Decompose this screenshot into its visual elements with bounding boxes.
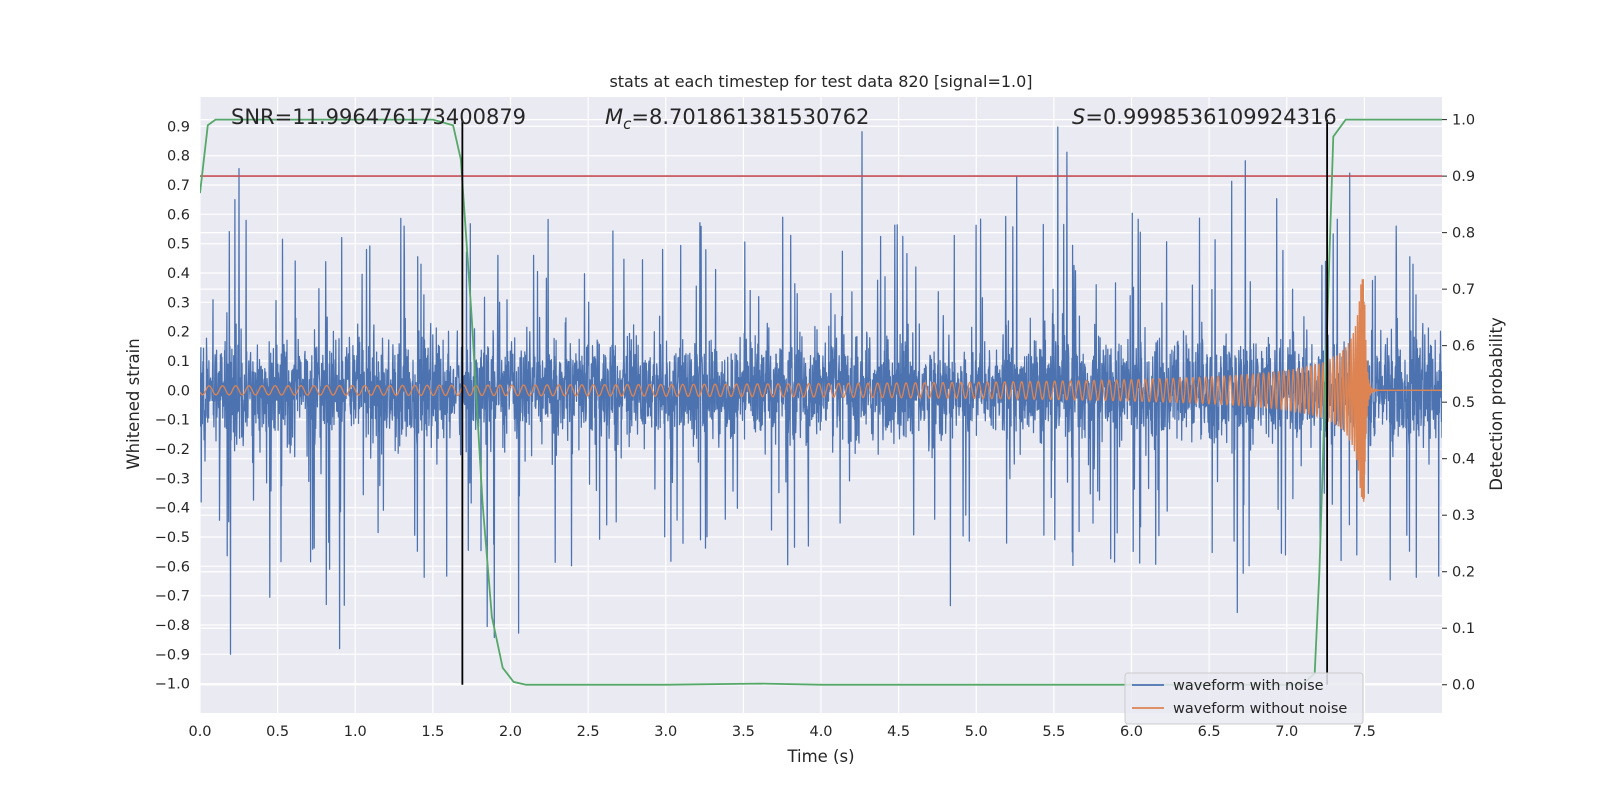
x-tick-label: 7.5 [1353, 724, 1376, 740]
y-tick-label-right: 0.2 [1452, 565, 1475, 581]
y-axis-left-ticks: 0.9 0.8 0.7 0.6 0.5 0.4 0.3 0.2 0.1 0.0 −0.1 −0.2 −0… [155, 119, 190, 692]
y-tick-label-left: −0.1 [155, 413, 190, 429]
annotation-snr: SNR=11.996476173400879 [231, 105, 526, 129]
y-tick-label-left: −0.4 [155, 501, 190, 517]
y-tick-label-left: 0.4 [167, 266, 190, 282]
y-tick-label-left: 0.2 [167, 325, 190, 341]
y-tick-label-left: −0.3 [155, 471, 190, 487]
annotation-chirp-mass: Mc=8.701861381530762 [605, 105, 869, 133]
chart-title: stats at each timestep for test data 820… [609, 72, 1032, 91]
y-tick-label-left: −0.5 [155, 530, 190, 546]
x-tick-label: 0.0 [188, 724, 211, 740]
series-line-waveform-with-noise [200, 126, 1442, 655]
y-tick-label-left: 0.9 [167, 119, 190, 135]
y-tick-label-left: −0.9 [155, 647, 190, 663]
y-tick-label-left: −0.8 [155, 618, 190, 634]
y-axis-right-ticks: 1.0 0.9 0.8 0.7 0.6 0.5 0.4 0.3 0.2 0.1 0.0 [1442, 113, 1475, 694]
series-layer [200, 118, 1442, 686]
x-axis-label: Time (s) [786, 747, 854, 766]
vertical-markers [461, 119, 1329, 685]
y-tick-label-right: 0.1 [1452, 621, 1475, 637]
y-tick-label-left: 0.0 [167, 383, 190, 399]
y-tick-label-right: 0.7 [1452, 282, 1475, 298]
y-tick-label-right: 0.6 [1452, 339, 1475, 355]
legend: waveform with noise waveform without noi… [1124, 672, 1364, 725]
y-tick-label-right: 1.0 [1452, 113, 1475, 129]
y-tick-label-left: 0.8 [167, 149, 190, 165]
y-axis-label-left: Whitened strain [124, 338, 143, 469]
y-tick-label-left: −0.6 [155, 559, 190, 575]
x-tick-label: 1.0 [344, 724, 367, 740]
x-tick-label: 7.0 [1275, 724, 1298, 740]
y-tick-label-right: 0.4 [1452, 452, 1475, 468]
x-tick-label: 6.0 [1120, 724, 1143, 740]
series-line-waveform-without-noise [200, 279, 1442, 502]
series-line-detection-probability [200, 118, 1442, 686]
legend-label-waveform-with-noise: waveform with noise [1173, 678, 1324, 694]
legend-box [1124, 672, 1364, 725]
x-tick-label: 0.5 [266, 724, 289, 740]
x-tick-label: 5.0 [965, 724, 988, 740]
x-tick-label: 5.5 [1042, 724, 1065, 740]
x-tick-label: 2.0 [499, 724, 522, 740]
x-tick-label: 2.5 [577, 724, 600, 740]
y-tick-label-left: −1.0 [155, 677, 190, 693]
y-tick-label-right: 0.0 [1452, 678, 1475, 694]
x-axis-ticks: 0.0 0.5 1.0 1.5 2.0 2.5 3.0 3.5 4.0 4.5 5.0 5.5 6.0 6… [188, 724, 1375, 740]
x-tick-label: 6.5 [1198, 724, 1221, 740]
legend-label-waveform-without-noise: waveform without noise [1173, 701, 1347, 717]
y-tick-label-left: −0.2 [155, 442, 190, 458]
y-tick-label-left: 0.1 [167, 354, 190, 370]
y-tick-label-right: 0.5 [1452, 395, 1475, 411]
y-tick-label-right: 0.8 [1452, 226, 1475, 242]
y-tick-label-right: 0.9 [1452, 169, 1475, 185]
y-tick-label-left: 0.7 [167, 178, 190, 194]
y-axis-label-right: Detection probability [1487, 317, 1506, 491]
annotation-score: S=0.9998536109924316 [1072, 105, 1337, 129]
y-tick-label-left: 0.6 [167, 207, 190, 223]
x-tick-label: 3.0 [654, 724, 677, 740]
y-tick-label-right: 0.3 [1452, 508, 1475, 524]
y-tick-label-left: 0.3 [167, 295, 190, 311]
y-tick-label-left: −0.7 [155, 589, 190, 605]
y-tick-label-left: 0.5 [167, 237, 190, 253]
x-tick-label: 4.0 [809, 724, 832, 740]
x-tick-label: 1.5 [421, 724, 444, 740]
x-tick-label: 4.5 [887, 724, 910, 740]
x-tick-label: 3.5 [732, 724, 755, 740]
